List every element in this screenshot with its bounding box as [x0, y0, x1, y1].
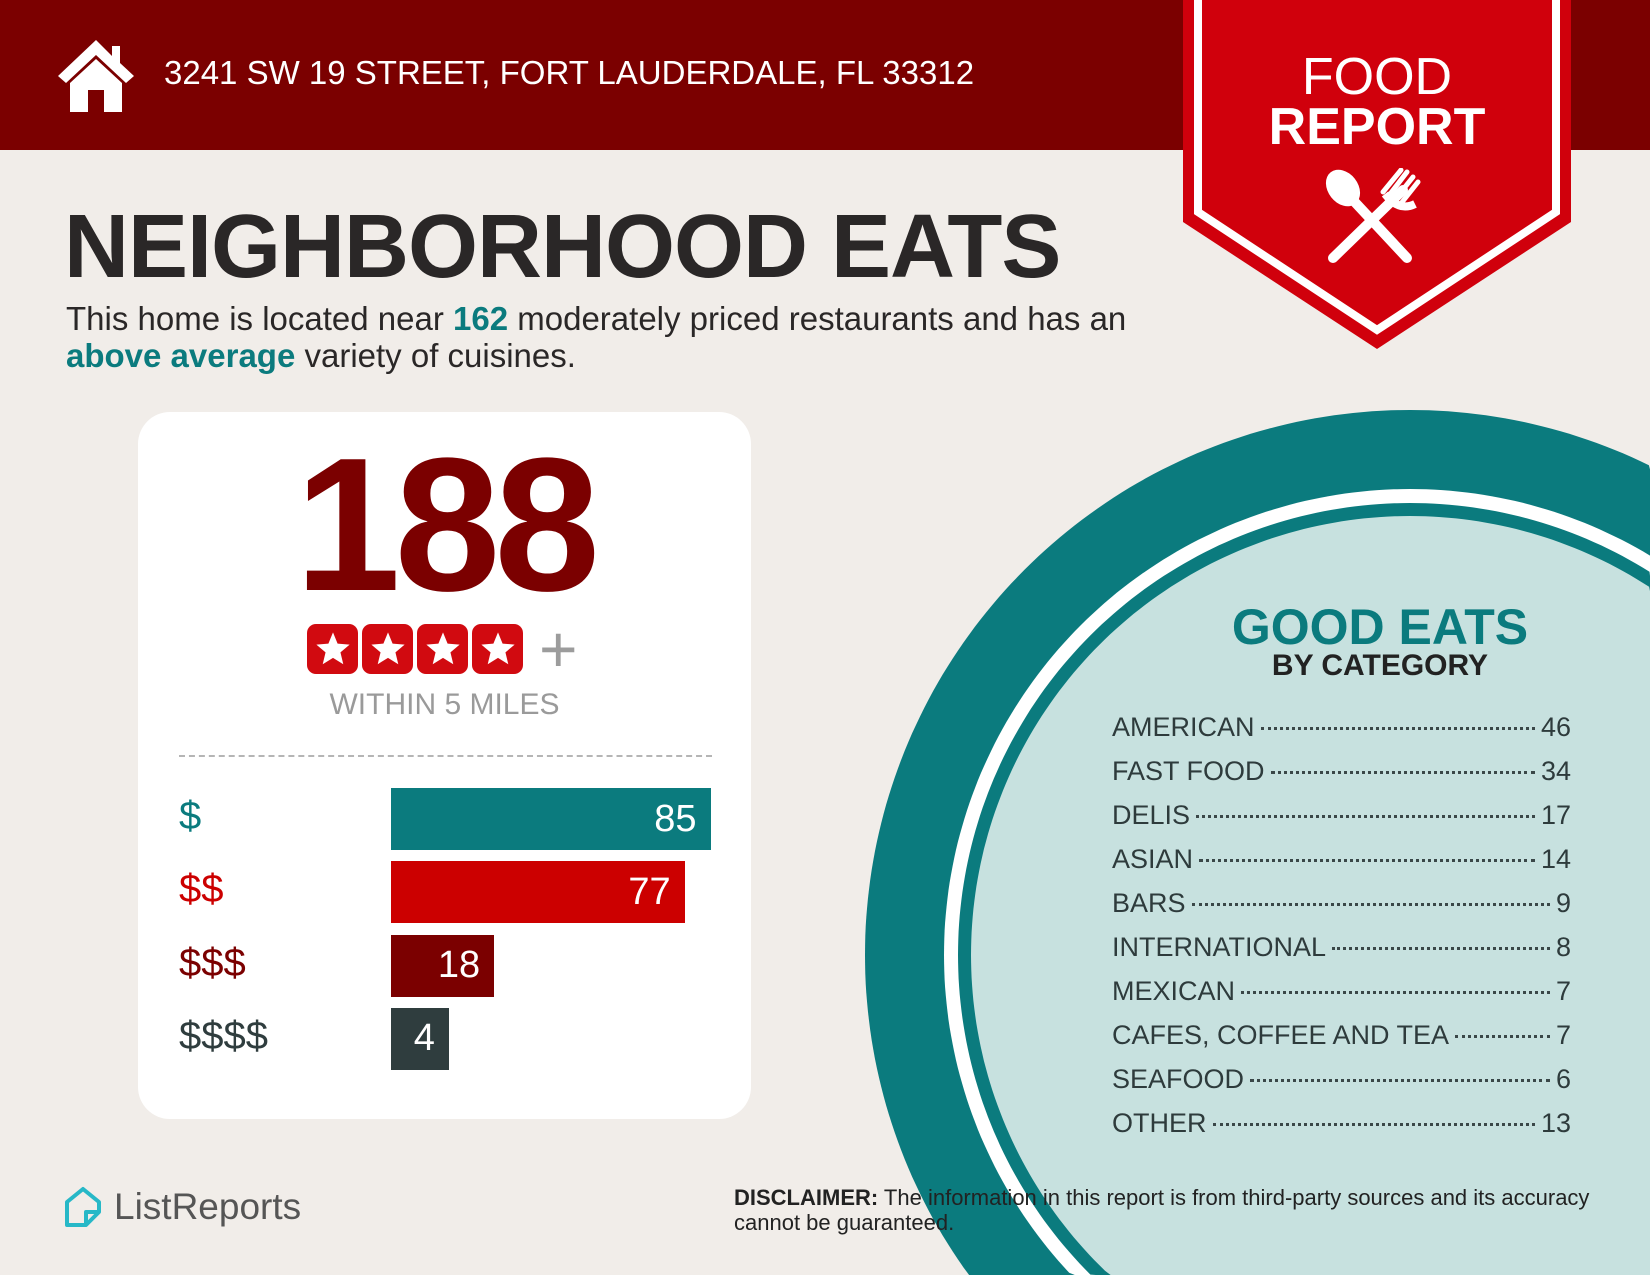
- page-title: NEIGHBORHOOD EATS: [64, 197, 1061, 297]
- dotted-leader: [1250, 1079, 1550, 1082]
- ribbon-line-1: FOOD: [1301, 48, 1453, 106]
- category-name: OTHER: [1112, 1108, 1207, 1138]
- total-restaurants: 188: [294, 419, 600, 631]
- dotted-leader: [1199, 859, 1535, 862]
- price-tier-label: $$$$: [179, 1013, 268, 1058]
- disclaimer-text: The information in this report is from t…: [734, 1185, 1590, 1235]
- price-tier-bar: 18: [391, 934, 495, 997]
- food-report-ribbon: [1183, 0, 1571, 349]
- category-count: 7: [1555, 976, 1571, 1006]
- price-tier-label: $$: [179, 867, 224, 912]
- category-list: AMERICAN 46 FAST FOOD 34 DELIS 17 ASIAN 14 BARS 9…: [1112, 712, 1571, 1152]
- summary-part: variety of cuisines.: [295, 337, 576, 374]
- star-icon: [417, 624, 468, 674]
- distance-label: WITHIN 5 MILES: [329, 688, 560, 721]
- category-row: MEXICAN 7: [1112, 976, 1571, 1020]
- divider: [179, 755, 712, 757]
- category-count: 9: [1555, 888, 1571, 918]
- category-row: ASIAN 14: [1112, 844, 1571, 888]
- logo-text: ListReports: [114, 1186, 302, 1227]
- house-icon: [58, 40, 134, 112]
- category-row: DELIS 17: [1112, 800, 1571, 844]
- categories-subtitle: BY CATEGORY: [1271, 649, 1489, 682]
- summary-part: moderately priced restaurants and has an: [508, 300, 1127, 337]
- variety-highlight: above average: [66, 337, 296, 374]
- listreports-logo: ListReports: [64, 1186, 301, 1228]
- category-row: CAFES, COFFEE AND TEA 7: [1112, 1020, 1571, 1064]
- dotted-leader: [1270, 771, 1535, 774]
- restaurant-summary-card: [138, 412, 751, 1119]
- category-count: 46: [1540, 712, 1571, 742]
- category-name: MEXICAN: [1112, 976, 1236, 1006]
- price-tier-bar: 77: [391, 861, 685, 924]
- category-row: INTERNATIONAL 8: [1112, 932, 1571, 976]
- listreports-logo-icon: [65, 1187, 101, 1227]
- category-name: INTERNATIONAL: [1112, 932, 1327, 962]
- star-icon: [362, 624, 413, 674]
- dotted-leader: [1260, 727, 1535, 730]
- category-name: AMERICAN: [1112, 712, 1255, 742]
- category-name: BARS: [1112, 888, 1186, 918]
- spoon-fork-icon: [1325, 168, 1421, 263]
- category-row: AMERICAN 46: [1112, 712, 1571, 756]
- category-name: CAFES, COFFEE AND TEA: [1112, 1020, 1450, 1050]
- star-icon: [472, 624, 523, 674]
- ribbon-line-2: REPORT: [1268, 98, 1486, 156]
- category-row: BARS 9: [1112, 888, 1571, 932]
- disclaimer: DISCLAIMER: The information in this repo…: [734, 1185, 1614, 1235]
- category-count: 8: [1555, 932, 1571, 962]
- category-row: FAST FOOD 34: [1112, 756, 1571, 800]
- category-name: FAST FOOD: [1112, 756, 1265, 786]
- category-count: 14: [1540, 844, 1571, 874]
- dotted-leader: [1455, 1035, 1550, 1038]
- category-name: ASIAN: [1112, 844, 1194, 874]
- category-count: 6: [1555, 1064, 1571, 1094]
- category-row: SEAFOOD 6: [1112, 1064, 1571, 1108]
- ribbon-title: FOOD REPORT: [1183, 48, 1571, 156]
- category-count: 34: [1540, 756, 1571, 786]
- categories-title: GOOD EATS: [1231, 599, 1529, 655]
- dotted-leader: [1196, 815, 1535, 818]
- category-count: 13: [1540, 1108, 1571, 1138]
- star-rating: +: [307, 612, 578, 686]
- dotted-leader: [1191, 903, 1550, 906]
- category-row: OTHER 13: [1112, 1108, 1571, 1152]
- category-name: SEAFOOD: [1112, 1064, 1245, 1094]
- price-tier-bar: 85: [391, 788, 711, 850]
- summary-part: This home is located near: [66, 300, 454, 337]
- dotted-leader: [1332, 947, 1550, 950]
- restaurant-count-highlight: 162: [453, 300, 509, 337]
- dotted-leader: [1212, 1123, 1535, 1126]
- category-count: 7: [1555, 1020, 1571, 1050]
- dotted-leader: [1241, 991, 1550, 994]
- star-icon: [307, 624, 358, 674]
- disclaimer-label: DISCLAIMER:: [734, 1185, 879, 1210]
- category-count: 17: [1540, 800, 1571, 830]
- price-tier-label: $: [179, 794, 202, 838]
- summary-text: This home is located near 162 moderately…: [66, 300, 1166, 374]
- price-tier-label: $$$: [179, 940, 246, 985]
- plus-icon: +: [539, 612, 578, 686]
- category-name: DELIS: [1112, 800, 1191, 830]
- property-address: 3241 SW 19 STREET, FORT LAUDERDALE, FL 3…: [164, 54, 975, 91]
- circle-light-fill: [971, 516, 1650, 1275]
- price-tier-bar: 4: [391, 1007, 449, 1070]
